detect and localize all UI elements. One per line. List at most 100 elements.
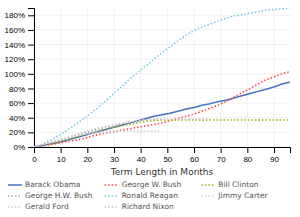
x-tick: 80 <box>243 147 252 164</box>
x-tick-mark <box>167 147 168 153</box>
grid <box>34 8 290 147</box>
x-tick-mark <box>274 147 275 153</box>
x-tick-mark <box>87 147 88 153</box>
legend-item: Gerald Ford <box>8 202 69 211</box>
y-tick: 80% <box>9 85 34 94</box>
y-tick-label: 40% <box>9 114 25 123</box>
legend: Barack Obama George W. Bush Bill Clinton Ge… <box>8 180 269 211</box>
legend-label: Barack Obama <box>25 180 80 189</box>
y-tick: 60% <box>9 99 34 108</box>
grid-line-y <box>34 44 290 45</box>
y-tick-label: 140% <box>5 41 25 50</box>
y-tick-label: 60% <box>9 99 25 108</box>
y-tick-label: 80% <box>9 85 25 94</box>
x-tick: 40 <box>137 147 146 164</box>
y-tick-label: 100% <box>5 70 25 79</box>
legend-swatch <box>201 195 215 197</box>
x-tick-mark <box>247 147 248 153</box>
x-tick-label: 30 <box>110 155 119 164</box>
legend-swatch <box>105 195 119 197</box>
legend-swatch <box>105 184 119 186</box>
x-tick-label: 60 <box>190 155 199 164</box>
legend-label: Ronald Reagan <box>122 191 178 200</box>
x-tick: 70 <box>217 147 226 164</box>
grid-line-x <box>167 8 168 147</box>
grid-line-x <box>114 8 115 147</box>
x-tick-label: 40 <box>137 155 146 164</box>
y-tick: 20% <box>9 128 34 137</box>
lines <box>34 8 290 147</box>
grid-line-y <box>34 15 290 16</box>
x-tick: 20 <box>83 147 92 164</box>
grid-line-x <box>194 8 195 147</box>
x-tick-label: 90 <box>270 155 279 164</box>
legend-item: Richard Nixon <box>105 202 174 211</box>
x-axis: 0 10 20 30 40 50 60 70 80 90 <box>32 147 290 164</box>
y-tick: 100% <box>5 70 34 79</box>
legend-item: Ronald Reagan <box>105 191 178 200</box>
x-tick-mark <box>61 147 62 153</box>
legend-label: George W. Bush <box>122 180 182 189</box>
x-tick-label: 70 <box>217 155 226 164</box>
y-tick-label: 20% <box>9 128 25 137</box>
legend-swatch <box>8 184 22 186</box>
x-tick-label: 50 <box>163 155 172 164</box>
y-tick: 140% <box>5 41 34 50</box>
legend-label: Bill Clinton <box>218 180 258 189</box>
series-line <box>34 120 290 147</box>
legend-label: Jimmy Carter <box>217 191 268 200</box>
grid-line-y <box>34 117 290 118</box>
legend-item: George W. Bush <box>105 180 182 189</box>
x-tick-label: 10 <box>57 155 66 164</box>
y-axis: 0%20%40%60%80%100%120%140%160%180% <box>5 9 35 153</box>
y-tick-mark <box>28 59 34 60</box>
legend-item: George H.W. Bush <box>8 191 93 200</box>
grid-line-y <box>34 73 290 74</box>
y-tick-mark <box>28 45 34 46</box>
y-axis-line <box>28 9 35 148</box>
y-tick-mark <box>28 74 34 75</box>
x-tick-label: 80 <box>243 155 252 164</box>
x-tick-mark <box>114 147 115 153</box>
chart: 0 10 20 30 40 50 60 70 80 90 0% 20% 40% 60% 80% 100% 120… <box>0 0 300 217</box>
series-line <box>34 119 162 147</box>
grid-line-x <box>60 8 61 147</box>
series-line <box>34 119 210 147</box>
y-tick-mark <box>28 30 34 31</box>
legend-item: Jimmy Carter <box>201 191 268 200</box>
legend-item: Bill Clinton <box>201 180 258 189</box>
legend-swatch <box>8 206 22 208</box>
y-tick-mark <box>28 15 34 16</box>
y-tick-mark <box>28 147 34 148</box>
y-tick-mark <box>28 103 34 104</box>
legend-label: Gerald Ford <box>25 202 69 211</box>
y-tick-label: 120% <box>5 55 25 64</box>
grid-line-y <box>34 29 290 30</box>
y-tick-mark <box>28 118 34 119</box>
plot: 0 10 20 30 40 50 60 70 80 90 0% 20% 40% 60% 80% 100% 120… <box>5 8 291 164</box>
x-tick-label: 20 <box>83 155 92 164</box>
series-line <box>34 131 162 147</box>
x-tick: 90 <box>270 147 279 164</box>
x-tick-mark <box>221 147 222 153</box>
series-line <box>34 72 290 147</box>
x-tick-mark <box>194 147 195 153</box>
x-tick: 10 <box>57 147 66 164</box>
legend-label: George H.W. Bush <box>25 191 93 200</box>
legend-swatch <box>201 184 215 186</box>
grid-line-y <box>34 132 290 133</box>
x-axis-title: Term Length in Months <box>110 167 214 177</box>
x-axis-line <box>35 148 291 154</box>
y-tick-label: 0% <box>13 143 25 152</box>
grid-line-x <box>247 8 248 147</box>
grid-line-x <box>274 8 275 147</box>
y-tick: 120% <box>5 55 34 64</box>
series-line <box>34 82 290 147</box>
legend-swatch <box>8 195 22 197</box>
grid-line-x <box>87 8 88 147</box>
series-line <box>34 8 290 147</box>
x-tick-label: 0 <box>32 155 37 164</box>
x-tick: 60 <box>190 147 199 164</box>
x-tick: 50 <box>163 147 172 164</box>
grid-line-y <box>34 59 290 60</box>
